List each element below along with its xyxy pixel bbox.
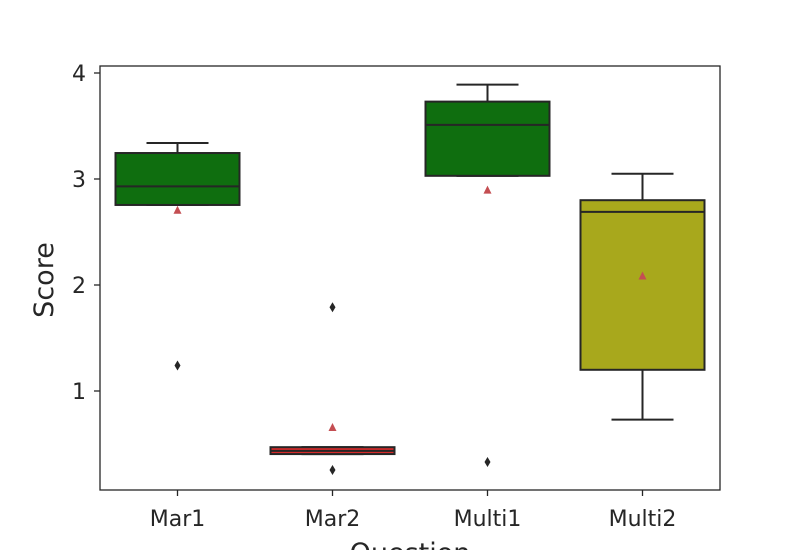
x-axis-label: Question — [350, 538, 471, 550]
x-tick-label: Mar2 — [305, 507, 361, 532]
box-group-multi1 — [424, 83, 551, 468]
box-group-mar1 — [114, 141, 241, 371]
x-tick-label: Multi1 — [454, 507, 522, 532]
box-group-multi2 — [579, 172, 706, 421]
outlier-point — [329, 302, 336, 313]
mean-marker — [483, 185, 492, 194]
y-tick-label: 2 — [72, 274, 86, 299]
y-axis-label: Score — [29, 242, 60, 318]
y-tick-label: 1 — [72, 380, 86, 405]
mean-marker — [328, 423, 337, 432]
y-tick-label: 3 — [72, 168, 86, 193]
outlier-point — [329, 464, 336, 475]
mean-marker — [173, 205, 182, 214]
outlier-point — [484, 457, 491, 468]
box — [114, 152, 241, 206]
x-tick-label: Multi2 — [609, 507, 677, 532]
plot-frame — [99, 65, 721, 491]
outlier-point — [174, 360, 181, 371]
box — [424, 100, 551, 177]
y-tick-label: 4 — [72, 62, 86, 87]
x-tick-label: Mar1 — [150, 507, 206, 532]
box — [579, 199, 706, 371]
mean-marker — [638, 271, 647, 280]
box-group-mar2 — [269, 302, 396, 475]
